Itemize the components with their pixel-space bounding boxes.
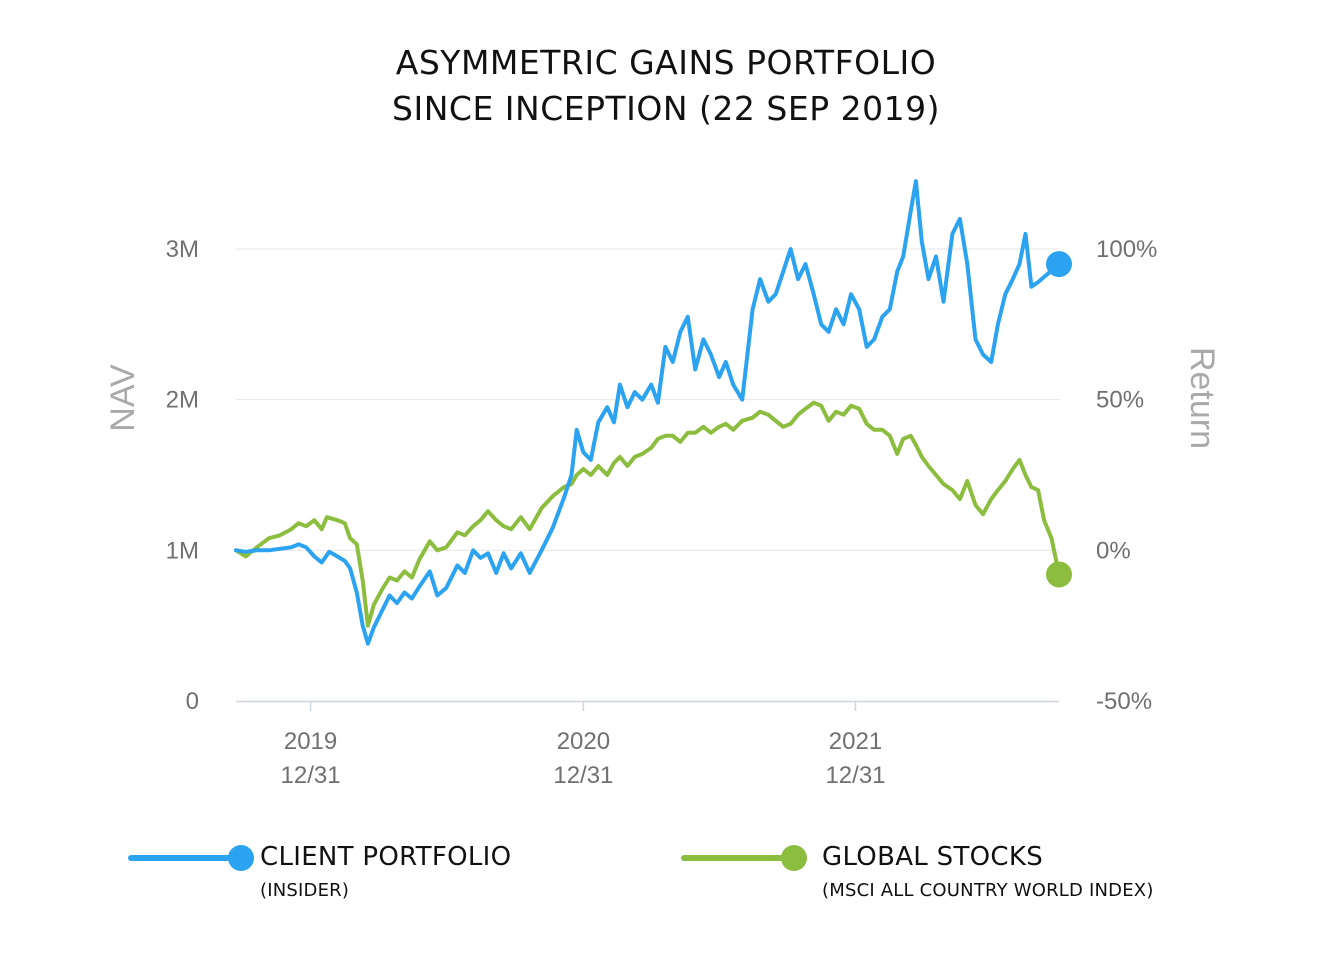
- left-tick-label: 1M: [166, 537, 199, 564]
- series-line-client-portfolio: [234, 179, 1061, 646]
- right-axis-ticks: -50% 0% 50% 100%: [1096, 236, 1157, 715]
- legend-global-stocks-marker: [781, 845, 807, 871]
- x-tick-label-date: 12/31: [825, 762, 885, 789]
- right-tick-label: -50%: [1096, 688, 1152, 715]
- legend-client-portfolio-marker: [228, 845, 254, 871]
- right-axis-title: Return: [1183, 347, 1221, 449]
- series-end-marker-client-portfolio: [1046, 251, 1072, 278]
- right-tick-label: 0%: [1096, 537, 1131, 564]
- left-tick-label: 2M: [166, 387, 199, 414]
- right-tick-label: 100%: [1096, 236, 1157, 263]
- x-tick-label-year: 2021: [829, 728, 882, 755]
- legend-global-stocks-subtitle: (MSCI ALL COUNTRY WORLD INDEX): [822, 880, 1154, 901]
- legend-client-portfolio-label: CLIENT PORTFOLIO: [260, 842, 512, 872]
- gridlines: [236, 248, 1059, 551]
- legend-client-portfolio-subtitle: (INSIDER): [260, 880, 350, 901]
- left-axis-title: NAV: [104, 364, 142, 432]
- chart-title-line-2: SINCE INCEPTION (22 SEP 2019): [392, 89, 940, 128]
- chart-title: ASYMMETRIC GAINS PORTFOLIO SINCE INCEPTI…: [0, 40, 1332, 132]
- legend-client-portfolio-swatch: [128, 855, 238, 861]
- x-tick-label-year: 2020: [557, 728, 610, 755]
- x-tick-label-date: 12/31: [553, 762, 613, 789]
- chart-title-line-1: ASYMMETRIC GAINS PORTFOLIO: [395, 43, 937, 82]
- series-layer: [234, 179, 1072, 646]
- x-axis-ticks: 2019 12/31 2020 12/31 2021 12/31: [281, 701, 886, 789]
- legend-global-stocks-label: GLOBAL STOCKS: [822, 842, 1044, 872]
- left-axis-ticks: 0 1M 2M 3M: [166, 236, 199, 715]
- right-tick-label: 50%: [1096, 387, 1144, 414]
- series-line-global-stocks: [234, 400, 1061, 628]
- series-end-marker-global-stocks: [1046, 561, 1072, 588]
- left-tick-label: 0: [186, 688, 199, 715]
- legend-global-stocks-swatch: [681, 855, 791, 861]
- x-tick-label-year: 2019: [284, 728, 337, 755]
- left-tick-label: 3M: [166, 236, 199, 263]
- x-tick-label-date: 12/31: [281, 762, 341, 789]
